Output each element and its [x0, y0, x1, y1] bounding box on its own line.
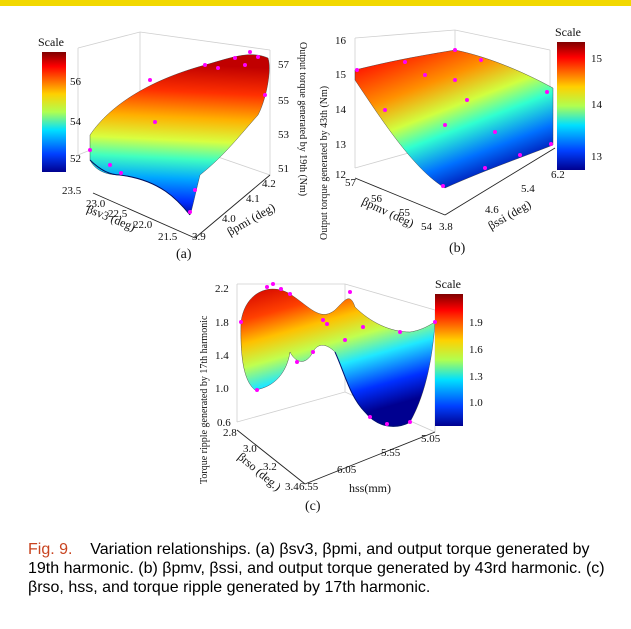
- panel-c-z-tick: 2.2: [215, 283, 229, 295]
- panel-c-z-tick: 1.0: [215, 383, 229, 395]
- panel-a-subfig-label: (a): [176, 247, 192, 262]
- panel-b-y-tick: 4.6: [485, 204, 499, 216]
- panel-a-y-tick: 4.0: [222, 213, 236, 225]
- panel-a-x-tick: 23.5: [62, 185, 82, 197]
- panel-c-x-tick: 3.4: [285, 481, 299, 493]
- panel-c-x-tick: 3.2: [263, 461, 277, 473]
- panel-a-z-tick: 53: [278, 129, 290, 141]
- panel-c-z-tick: 0.6: [217, 417, 231, 429]
- panel-a-plot: Scale 56 54 52 57 55 53 51 Output torque…: [38, 31, 308, 262]
- panel-a-x-tick: 23.0: [86, 198, 106, 210]
- panel-c-markers: [239, 282, 437, 426]
- panel-b-plot: Scale 15 14 13 16 15 14 13 12 Output tor…: [319, 25, 603, 256]
- panel-b-scale-title: Scale: [555, 25, 581, 39]
- panel-c-colorbar: [435, 294, 463, 426]
- figure-caption: Fig. 9. Variation relationships. (a) βsv…: [28, 540, 616, 597]
- panel-b-x-tick: 55: [399, 207, 411, 219]
- panel-b-colorbar: [557, 42, 585, 170]
- panel-b-subfig-label: (b): [449, 241, 466, 256]
- panel-c-y-tick: 5.55: [381, 447, 401, 459]
- panel-a-colorbar-tick: 54: [70, 116, 82, 128]
- panel-c-colorbar-tick: 1.9: [469, 317, 483, 329]
- top-accent-bar: [0, 0, 631, 6]
- panel-a-colorbar-tick: 52: [70, 153, 81, 165]
- panel-c-colorbar-tick: 1.3: [469, 371, 483, 383]
- panel-a-z-tick: 51: [278, 163, 289, 175]
- panel-a-colorbar-tick: 56: [70, 76, 82, 88]
- panel-c-scale-title: Scale: [435, 277, 461, 291]
- panel-a-surface: [89, 54, 270, 216]
- panel-a-y-tick: 3.9: [192, 231, 206, 243]
- panel-c-z-label: Torque ripple generated by 17th harmonic: [199, 315, 210, 484]
- panel-b-colorbar-tick: 15: [591, 53, 603, 65]
- panel-c-x-tick: 2.8: [223, 427, 237, 439]
- panel-a-z-tick: 57: [278, 59, 290, 71]
- panel-c-colorbar-tick: 1.0: [469, 397, 483, 409]
- panel-b-x-tick: 54: [421, 221, 433, 233]
- panel-c-y-tick: 6.55: [299, 481, 319, 493]
- panel-a-y-tick: 4.2: [262, 178, 276, 190]
- panel-c-y-tick: 5.05: [421, 433, 441, 445]
- panel-b-markers: [355, 48, 553, 188]
- panel-b-colorbar-tick: 13: [591, 151, 603, 163]
- panel-a-colorbar: [42, 52, 66, 172]
- panel-b-z-label: Output torque generated by 43th (Nm): [319, 86, 330, 240]
- panel-c-z-tick: 1.4: [215, 350, 229, 362]
- panel-c-y-label: hss(mm): [349, 481, 391, 495]
- panel-a-markers: [88, 50, 267, 214]
- panel-b-x-tick: 56: [371, 193, 383, 205]
- panel-a-x-tick: 22.5: [108, 208, 128, 220]
- panel-c-x-tick: 3.0: [243, 443, 257, 455]
- panel-b-y-tick: 3.8: [439, 221, 453, 233]
- panel-a-x-label: βsv3 (deg): [85, 202, 138, 234]
- panel-c-plot: Scale 1.9 1.6 1.3 1.0 2.2 1.8 1.4 1.0 0.…: [199, 277, 483, 514]
- panel-b-z-tick: 15: [335, 69, 347, 81]
- panel-c-subfig-label: (c): [305, 499, 321, 514]
- panel-b-y-tick: 5.4: [521, 183, 535, 195]
- caption-lead: Fig. 9.: [28, 541, 73, 558]
- panel-b-z-tick: 13: [335, 139, 347, 151]
- panel-c-y-tick: 6.05: [337, 464, 357, 476]
- panel-b-x-tick: 57: [345, 177, 357, 189]
- panel-b-y-tick: 6.2: [551, 169, 565, 181]
- panel-b-z-tick: 12: [335, 169, 346, 181]
- panel-a-z-tick: 55: [278, 95, 290, 107]
- panel-b-z-tick: 14: [335, 104, 347, 116]
- panel-b-surface: [354, 49, 554, 189]
- panel-a-x-tick: 21.5: [158, 231, 178, 243]
- panel-c-z-tick: 1.8: [215, 317, 229, 329]
- panel-b-colorbar-tick: 14: [591, 99, 603, 111]
- panel-a-scale-title: Scale: [38, 35, 64, 49]
- panel-a-z-label: Output torque generated by 19th (Nm): [297, 42, 308, 196]
- panel-a-x-tick: 22.0: [133, 219, 153, 231]
- panel-b-z-tick: 16: [335, 35, 347, 47]
- panel-a-y-tick: 4.1: [246, 193, 260, 205]
- caption-body: Variation relationships. (a) βsv3, βpmi,…: [28, 541, 605, 596]
- panel-c-colorbar-tick: 1.6: [469, 344, 483, 356]
